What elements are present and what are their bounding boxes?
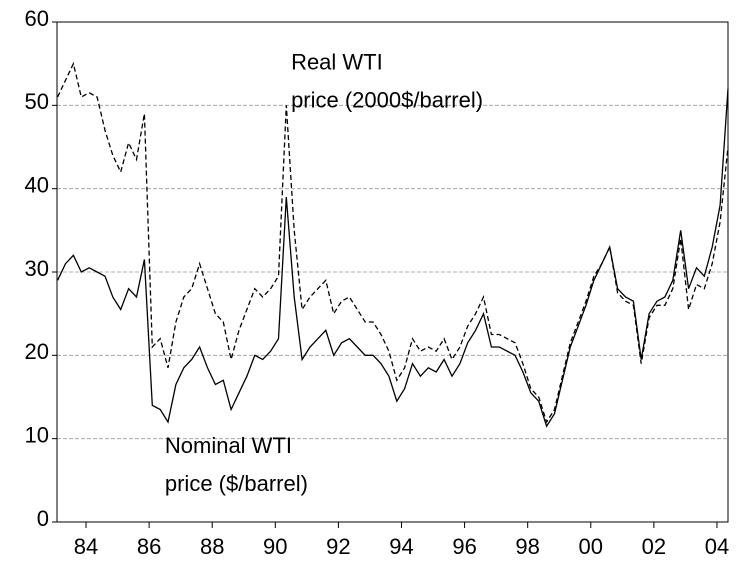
- y-tick-label: 30: [25, 256, 49, 281]
- annotation: price (2000$/barrel): [291, 87, 483, 112]
- x-tick-label: 86: [137, 534, 161, 559]
- x-tick-label: 94: [389, 534, 413, 559]
- y-tick-label: 50: [25, 89, 49, 114]
- y-tick-label: 60: [25, 6, 49, 31]
- x-tick-label: 88: [200, 534, 224, 559]
- y-tick-label: 10: [25, 422, 49, 447]
- series-line: [57, 61, 729, 424]
- y-tick-label: 40: [25, 172, 49, 197]
- annotation: price ($/barrel): [165, 471, 308, 496]
- x-tick-label: 00: [579, 534, 603, 559]
- y-tick-label: 0: [37, 506, 49, 531]
- x-tick-label: 84: [74, 534, 98, 559]
- x-tick-label: 92: [326, 534, 350, 559]
- x-tick-label: 04: [705, 534, 729, 559]
- series-line: [57, 88, 729, 428]
- annotation: Real WTI: [291, 49, 383, 74]
- x-tick-label: 98: [515, 534, 539, 559]
- annotation: Nominal WTI: [165, 433, 292, 458]
- x-tick-label: 02: [642, 534, 666, 559]
- x-tick-label: 96: [452, 534, 476, 559]
- y-tick-label: 20: [25, 339, 49, 364]
- x-tick-label: 90: [263, 534, 287, 559]
- plot-frame: [56, 21, 729, 523]
